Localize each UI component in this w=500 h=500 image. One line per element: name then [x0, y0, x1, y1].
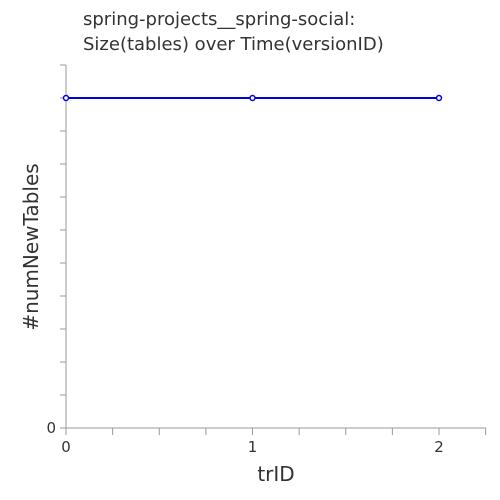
data-point — [435, 94, 443, 102]
data-point — [249, 94, 256, 102]
x-tick-label-1: 1 — [248, 438, 258, 456]
x-ticks — [65, 428, 487, 435]
x-axis-label: trID — [257, 462, 294, 486]
y-tick-label-0: 0 — [46, 419, 56, 437]
data-point — [62, 94, 70, 102]
chart-title-line-2: Size(tables) over Time(versionID) — [83, 34, 384, 55]
x-tick-label-2: 2 — [434, 438, 444, 456]
y-ticks — [60, 64, 66, 429]
x-tick-label-0: 0 — [61, 438, 71, 456]
chart-title-line-1: spring-projects__spring-social: — [83, 9, 355, 30]
y-axis-label: #numNewTables — [19, 163, 43, 330]
series-layer — [62, 94, 443, 102]
